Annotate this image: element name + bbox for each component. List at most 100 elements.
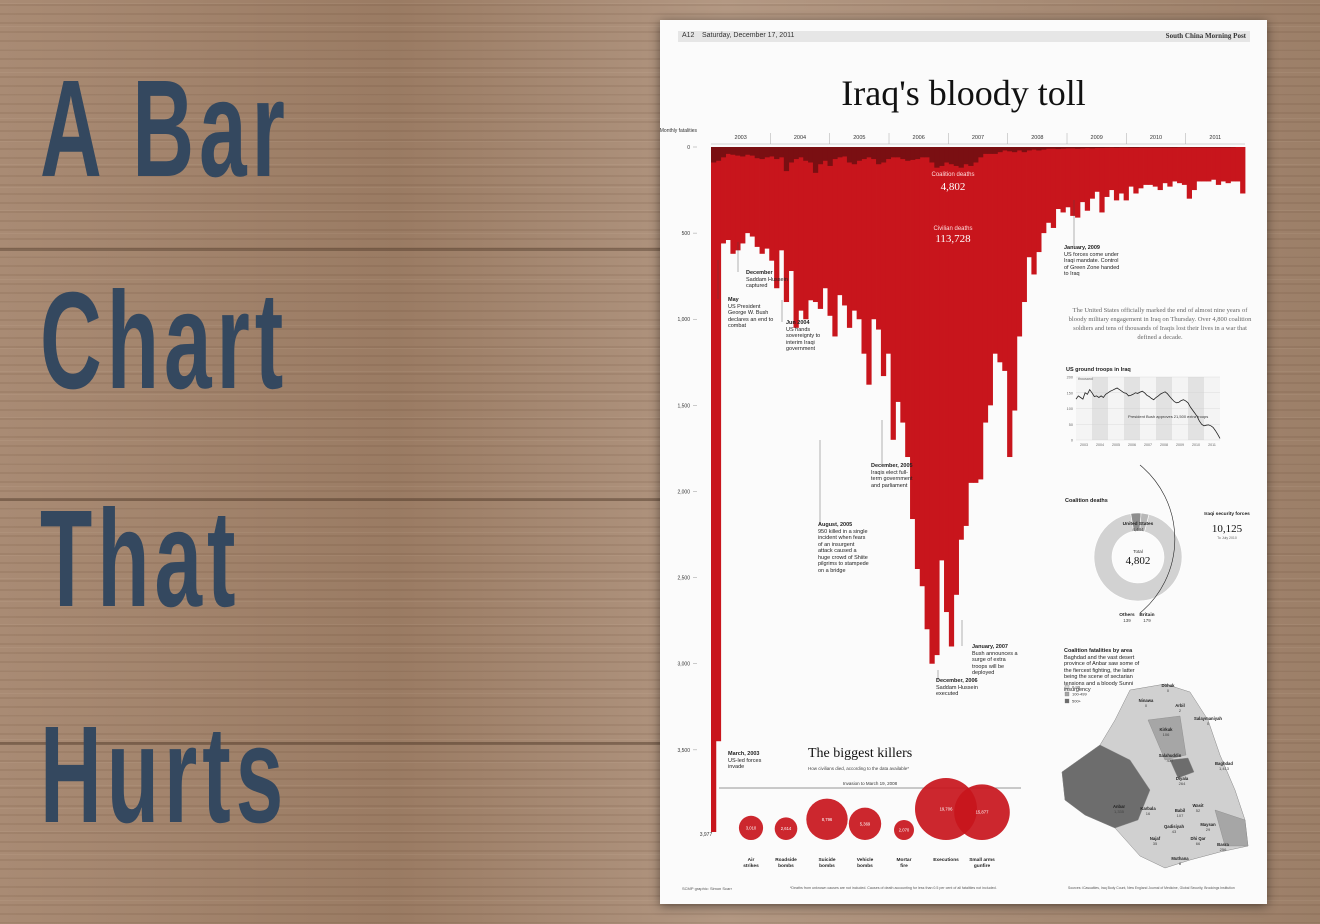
coalition-bar [1186, 147, 1192, 148]
map-region-value: 107 [1177, 813, 1184, 818]
annotation-date: May [728, 297, 739, 303]
map-region-salahuddin [1147, 715, 1187, 761]
civilian-bar [1172, 147, 1178, 182]
coalition-bar [851, 147, 858, 165]
plank-seam [0, 248, 660, 251]
annotation: March, 2003 US-led forces invade [728, 751, 776, 771]
coalition-bar [764, 147, 770, 158]
civilian-bar [1225, 147, 1231, 184]
civilian-bar [895, 147, 901, 402]
troops-x-tick: 2003 [1080, 443, 1088, 447]
coalition-bar [1196, 147, 1202, 148]
bubble-label: Roadside [775, 857, 797, 863]
troops-x-tick: 2010 [1192, 443, 1200, 447]
page-number: A12 [682, 32, 695, 39]
troops-annotation: President Bush approves 21,500 extra tro… [1128, 414, 1208, 419]
map-legend-label: 500+ [1072, 699, 1082, 704]
coalition-bar [919, 147, 925, 158]
bubble-range-label: Invasion to March 19, 2008 [843, 781, 898, 786]
civilian-bar [1138, 147, 1144, 189]
coalition-bar [1089, 147, 1095, 149]
civilian-bar [1036, 147, 1042, 253]
year-axis: 2003 2004 2005 2006 2007 2008 2009 2010 2011 [711, 133, 1245, 145]
y-tick-label: 500 [682, 231, 691, 237]
map-region-value: 1,413 [1219, 766, 1230, 771]
map-region-name: Qadisiyah [1164, 824, 1184, 829]
coalition-bar [1031, 147, 1037, 150]
coalition-bar [1138, 147, 1144, 148]
coalition-bar [822, 147, 828, 161]
civilian-bar [1075, 147, 1081, 218]
coalition-bar [1007, 147, 1013, 152]
civilian-bar [842, 147, 848, 306]
annotation-text: US-led forces invade [728, 757, 762, 771]
year-label: 2003 [735, 135, 747, 141]
civilian-bar [871, 147, 877, 320]
y-axis: 0 500 1,000 1,500 2,000 2,500 3,000 3,500 [677, 145, 697, 754]
map-region-name: Ninawa [1139, 698, 1154, 703]
civilian-bar [1050, 147, 1057, 228]
bubble-label: Air [748, 857, 755, 863]
coalition-bar [1133, 147, 1139, 148]
coalition-bar [987, 147, 993, 154]
map-region-value: 264 [1179, 781, 1186, 786]
map-region-value: 8 [1179, 861, 1182, 866]
bubble-title: The biggest killers [808, 746, 913, 761]
civilian-bar [1089, 147, 1095, 199]
civilian-bar [1021, 147, 1027, 303]
civilian-bar [885, 147, 892, 354]
year-label: 2005 [853, 135, 865, 141]
coalition-bar [1220, 147, 1226, 148]
map-legend-label: 100-499 [1072, 692, 1087, 697]
civilian-bar [1109, 147, 1115, 191]
civilian-bar [1084, 147, 1091, 211]
civilian-bar [1002, 147, 1008, 371]
civilian-bar [1157, 147, 1163, 191]
year-label: 2007 [972, 135, 984, 141]
coalition-bar [837, 147, 843, 158]
map-region-name: Salaymaniyah [1194, 716, 1222, 721]
civilian-bar [880, 147, 887, 377]
coalition-bar [939, 147, 945, 166]
map-region-value: 256 [1220, 847, 1227, 852]
troops-x-tick: 2006 [1128, 443, 1136, 447]
coalition-bar [1162, 147, 1168, 148]
civilian-bar [793, 147, 799, 328]
coalition-bar [808, 147, 814, 163]
civilian-bar [1123, 147, 1129, 201]
map-region-name: Diyala [1176, 776, 1189, 781]
civilian-bar [812, 147, 819, 303]
donut-slice-label: Others [1119, 612, 1135, 618]
bubble-chart: Invasion to March 19, 2008 3,010 Airstrike… [719, 778, 1021, 869]
civilian-bar [963, 147, 969, 526]
annotation-text: US hands sovereignty to interim Iraqi go… [786, 326, 821, 353]
y-tick-label: 2,500 [677, 576, 690, 582]
map-region-name: Wasit [1192, 803, 1204, 808]
year-label: 2011 [1209, 135, 1221, 141]
coalition-bar [1055, 147, 1061, 150]
bubble-label: Mortar [897, 857, 912, 863]
bar-series [711, 147, 1246, 832]
troops-y-tick: 0 [1071, 439, 1073, 443]
civilian-bar [1235, 147, 1241, 182]
coalition-bar [1143, 147, 1149, 148]
map-title: Coalition fatalities by area [1064, 648, 1133, 654]
annotation-date: Jun 2004 [786, 320, 810, 326]
civilian-total-value: 113,728 [935, 233, 971, 245]
coalition-bar [885, 147, 892, 160]
coalition-bar [783, 147, 790, 172]
coalition-bar [744, 147, 751, 155]
donut-total-label: Total [1133, 549, 1143, 554]
annotation: August, 2005 950 killed in a single incid… [818, 522, 870, 574]
civilian-bar [1196, 147, 1202, 182]
civilian-bar [982, 147, 989, 423]
coalition-bar [842, 147, 848, 157]
civilian-bar [1007, 147, 1013, 458]
civilian-bar [837, 147, 843, 296]
coalition-bar [973, 147, 979, 163]
map-region-name: Anbar [1113, 804, 1125, 809]
civilian-bar [803, 147, 809, 320]
coalition-total-value: 4,802 [941, 181, 966, 193]
coalition-bar [1211, 147, 1217, 148]
